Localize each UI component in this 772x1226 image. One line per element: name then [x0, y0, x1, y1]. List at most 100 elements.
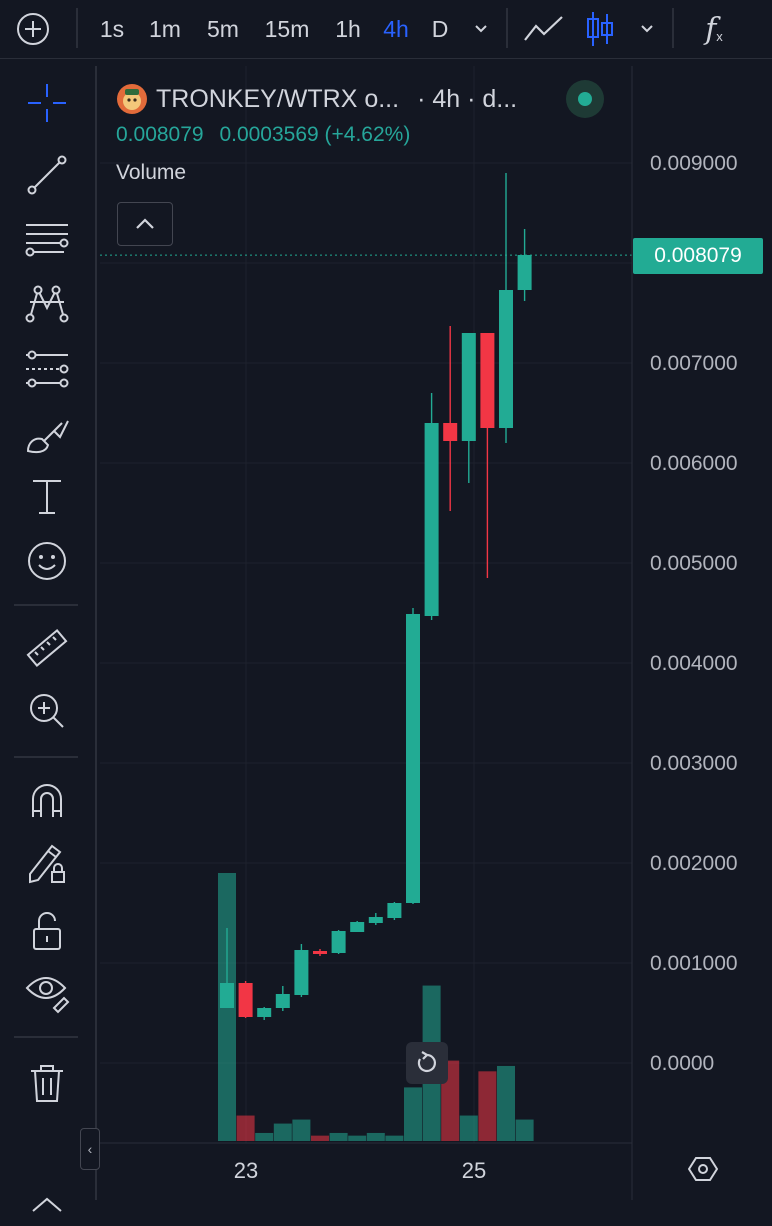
more-tools-button[interactable] — [22, 1176, 72, 1226]
symbol-legend[interactable]: TRONKEY/WTRX o... · 4h · d... — [116, 84, 517, 114]
function-icon: f — [705, 11, 717, 47]
candle-body — [387, 903, 402, 918]
time-axis-label: 25 — [461, 1158, 487, 1183]
volume-legend[interactable]: Volume — [116, 161, 187, 184]
candle-body — [257, 1008, 272, 1017]
trash-icon — [31, 1065, 63, 1102]
timeframe-dropdown[interactable] — [466, 0, 496, 58]
toolbar-divider — [672, 8, 674, 48]
lock-tool[interactable] — [22, 906, 72, 956]
toolbar-divider — [14, 1036, 78, 1038]
toolbar-divider — [76, 8, 78, 48]
toolbar-divider — [14, 756, 78, 758]
price-axis-label: 0.002000 — [650, 852, 738, 875]
candle-body — [368, 917, 383, 923]
candle-body — [313, 951, 327, 954]
timeframe-1m[interactable]: 1m — [149, 15, 181, 42]
candle — [313, 949, 327, 956]
volume-bar — [366, 1132, 385, 1141]
collapse-toolbar-button[interactable]: ‹ — [80, 1128, 100, 1170]
time-axis-label: 23 — [233, 1158, 259, 1183]
legend-change: 0.0003569 (+4.62%) — [219, 123, 411, 146]
settings-hexagon-icon — [688, 1157, 718, 1181]
unlock-icon — [33, 912, 61, 950]
candle-body — [480, 333, 495, 428]
market-status-indicator[interactable] — [566, 80, 604, 118]
candle — [387, 902, 402, 920]
crosshair-tool[interactable] — [22, 78, 72, 128]
chevron-down-icon — [641, 25, 653, 33]
candle — [220, 928, 234, 1008]
candle-body — [443, 423, 458, 441]
volume-bar — [404, 1087, 422, 1141]
forecast-tool[interactable] — [22, 344, 72, 394]
eye-icon — [25, 977, 70, 1014]
candles-icon — [587, 12, 613, 46]
indicators-button[interactable]: f x — [694, 0, 734, 58]
smiley-icon — [28, 542, 66, 580]
candlestick-chart[interactable] — [100, 66, 772, 1200]
magnet-tool[interactable] — [22, 776, 72, 826]
lock-drawings-tool[interactable] — [22, 838, 72, 888]
timeframe-d[interactable]: D — [431, 15, 449, 42]
candle — [424, 393, 439, 620]
horizontal-lines-icon — [25, 224, 69, 257]
symbol-interval: · 4h · d... — [417, 84, 518, 113]
price-axis-label: 0.006000 — [650, 452, 738, 475]
plus-circle-icon — [17, 13, 49, 45]
text-icon — [33, 480, 61, 514]
reset-chart-button[interactable] — [406, 1042, 448, 1084]
candle — [461, 333, 476, 483]
collapse-legend-button[interactable] — [117, 202, 173, 246]
price-axis-label: 0.003000 — [650, 752, 738, 775]
brush-tool[interactable] — [22, 410, 72, 460]
remove-drawings-tool[interactable] — [22, 1058, 72, 1108]
toolbar-divider — [14, 604, 78, 606]
function-x-icon: x — [716, 28, 723, 44]
candle — [350, 921, 365, 932]
zoom-in-tool[interactable] — [22, 686, 72, 736]
chevron-left-icon: ‹ — [87, 1141, 93, 1157]
candle — [499, 173, 513, 443]
timeframe-1h[interactable]: 1h — [335, 15, 361, 42]
timeframe-5m[interactable]: 5m — [207, 15, 239, 42]
pattern-tool[interactable] — [22, 278, 72, 328]
chart-pane[interactable] — [100, 66, 772, 1200]
measure-tool[interactable] — [22, 624, 72, 674]
volume-bar — [348, 1135, 367, 1141]
chart-type-dropdown[interactable] — [632, 0, 662, 58]
text-tool[interactable] — [22, 472, 72, 522]
trend-line-tool[interactable] — [22, 150, 72, 200]
volume-bar — [255, 1132, 274, 1141]
chart-type-line-button[interactable] — [520, 0, 568, 58]
toolbar-divider — [506, 8, 508, 48]
emoji-tool[interactable] — [22, 536, 72, 586]
chart-settings-button[interactable] — [686, 1152, 720, 1186]
candle-body — [238, 983, 253, 1017]
candle-body — [499, 290, 513, 428]
candle-body — [517, 255, 532, 290]
add-symbol-button[interactable] — [12, 0, 54, 58]
token-logo-icon — [117, 84, 147, 114]
magnet-icon — [32, 784, 62, 817]
volume-bar — [385, 1135, 404, 1141]
crosshair-icon — [28, 84, 66, 122]
last-price-tag: 0.008079 — [633, 238, 763, 274]
volume-bar — [292, 1119, 311, 1141]
timeframe-4h[interactable]: 4h — [383, 15, 409, 42]
candle-body — [350, 922, 365, 932]
line-chart-icon — [524, 16, 563, 41]
reset-icon — [417, 1051, 436, 1073]
timeframe-15m[interactable]: 15m — [264, 15, 310, 42]
candle — [443, 326, 458, 511]
chart-type-candles-button[interactable] — [582, 0, 618, 58]
timeframe-1s[interactable]: 1s — [99, 15, 125, 42]
candle — [257, 1007, 272, 1020]
candle-body — [220, 983, 234, 1008]
brush-icon — [26, 420, 69, 454]
chevron-up-icon — [32, 1197, 62, 1212]
hide-drawings-tool[interactable] — [22, 966, 72, 1016]
volume-bar — [459, 1115, 478, 1141]
fib-retracement-tool[interactable] — [22, 214, 72, 264]
volume-bar — [236, 1115, 255, 1141]
